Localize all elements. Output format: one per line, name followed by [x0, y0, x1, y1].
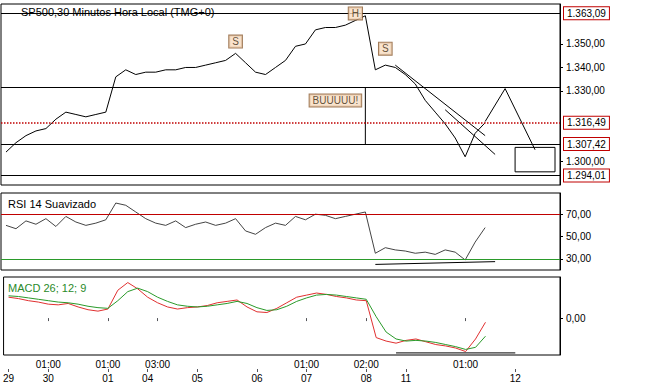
svg-text:H: H	[352, 8, 359, 19]
svg-text:01:00: 01:00	[294, 359, 319, 370]
svg-text:S: S	[382, 43, 389, 54]
svg-text:30: 30	[43, 373, 55, 384]
svg-text:01:00: 01:00	[453, 359, 478, 370]
svg-text:0,00: 0,00	[566, 313, 586, 324]
svg-text:1.340,00: 1.340,00	[566, 62, 605, 73]
svg-text:04: 04	[142, 373, 154, 384]
svg-text:SP500,30 Minutos Hora Local (T: SP500,30 Minutos Hora Local (TMG+0)	[21, 6, 215, 18]
svg-text:1.294,01: 1.294,01	[567, 170, 606, 181]
svg-text:50,00: 50,00	[566, 231, 591, 242]
svg-text:RSI 14 Suavizado: RSI 14 Suavizado	[8, 198, 96, 210]
svg-text:02:00: 02:00	[354, 359, 379, 370]
svg-text:06: 06	[251, 373, 263, 384]
svg-text:11: 11	[401, 373, 412, 384]
svg-text:08: 08	[361, 373, 373, 384]
svg-text:1.300,00: 1.300,00	[566, 156, 605, 167]
svg-text:01: 01	[102, 373, 114, 384]
svg-text:29: 29	[3, 373, 15, 384]
svg-text:05: 05	[192, 373, 204, 384]
svg-text:MACD 26; 12; 9: MACD 26; 12; 9	[8, 282, 86, 294]
svg-text:S: S	[232, 36, 239, 47]
svg-text:70,00: 70,00	[566, 209, 591, 220]
svg-text:03:00: 03:00	[145, 359, 170, 370]
svg-text:30,00: 30,00	[566, 253, 591, 264]
svg-text:1.330,00: 1.330,00	[566, 85, 605, 96]
svg-text:01:00: 01:00	[36, 359, 61, 370]
svg-text:1.363,09: 1.363,09	[567, 8, 606, 19]
svg-text:01:00: 01:00	[95, 359, 120, 370]
svg-text:1.307,42: 1.307,42	[567, 139, 606, 150]
svg-text:BUUUUU!: BUUUUU!	[313, 95, 359, 106]
svg-text:12: 12	[510, 373, 522, 384]
svg-text:07: 07	[301, 373, 313, 384]
svg-text:1.316,49: 1.316,49	[567, 117, 606, 128]
svg-text:1.350,00: 1.350,00	[566, 38, 605, 49]
